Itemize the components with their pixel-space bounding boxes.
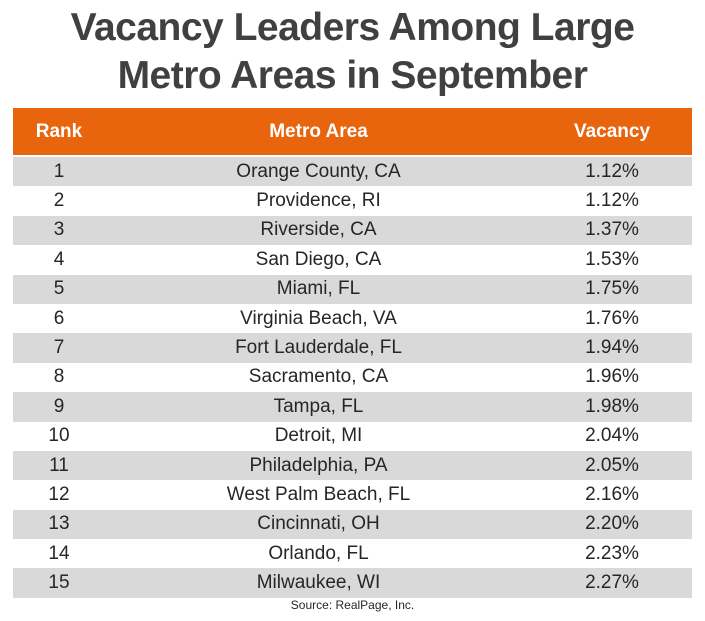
table-cell: 2	[53, 190, 65, 212]
table-cell: 2.23%	[585, 542, 639, 564]
table-cell: Fort Lauderdale, FL	[235, 337, 402, 359]
table-cell: Philadelphia, PA	[249, 454, 388, 476]
table-cell: 2.05%	[585, 454, 639, 476]
table-cell: 6	[53, 307, 65, 329]
table-row: 1 Orange County, CA 1.12%	[13, 157, 692, 187]
table-row: 9 Tampa, FL 1.98%	[13, 392, 692, 422]
table-cell: Riverside, CA	[260, 219, 377, 241]
table-cell: 1.94%	[585, 337, 639, 359]
table-cell: 1.76%	[585, 307, 639, 329]
table-row: 12 West Palm Beach, FL 2.16%	[13, 480, 692, 509]
table-cell: 15	[48, 572, 70, 594]
table-cell: Orlando, FL	[268, 542, 369, 564]
table-cell: 1.12%	[585, 160, 639, 182]
table-cell: 2.20%	[585, 513, 639, 535]
table-row: 8 Sacramento, CA 1.96%	[13, 363, 692, 392]
table-cell: 10	[48, 425, 70, 447]
source: Source: RealPage, Inc.	[290, 598, 415, 612]
table-row: 5 Miami, FL 1.75%	[13, 274, 692, 304]
table-cell: Sacramento, CA	[248, 366, 389, 388]
table-row: 11 Philadelphia, PA 2.05%	[13, 450, 692, 481]
table-cell: Cincinnati, OH	[257, 513, 380, 535]
table-cell: 2.27%	[585, 572, 639, 594]
table-cell: 2.04%	[585, 425, 639, 447]
table-cell: San Diego, CA	[255, 248, 382, 270]
header-row: Rank Metro Area Vacancy	[13, 108, 692, 155]
table-row: 14 Orlando, FL 2.23%	[13, 539, 692, 568]
title: Vacancy Leaders Among Large Metro Areas …	[70, 6, 635, 97]
table-cell: 13	[48, 513, 70, 535]
table-cell: 9	[53, 395, 65, 417]
table-cell: Providence, RI	[256, 190, 381, 212]
table-cell: Virginia Beach, VA	[240, 307, 397, 329]
table-cell: 8	[53, 366, 65, 388]
table-cell: 3	[53, 219, 65, 241]
header-cell: Rank	[35, 120, 83, 142]
table-cell: West Palm Beach, FL	[226, 483, 411, 505]
table-cell: 2.16%	[585, 483, 639, 505]
table-row: 15 Milwaukee, WI 2.27%	[13, 568, 692, 598]
table-row: 4 San Diego, CA 1.53%	[13, 245, 692, 274]
table-row: 6 Virginia Beach, VA 1.76%	[13, 304, 692, 333]
table-cell: 7	[53, 337, 65, 359]
table-cell: 1.12%	[585, 190, 639, 212]
table-cell: Tampa, FL	[273, 395, 364, 417]
table-cell: 14	[48, 542, 70, 564]
table-cell: 11	[49, 454, 69, 476]
table-row: 13 Cincinnati, OH 2.20%	[13, 509, 692, 540]
table-cell: 1.37%	[585, 219, 639, 241]
table-cell: 5	[53, 278, 65, 300]
table-row: 3 Riverside, CA 1.37%	[13, 215, 692, 246]
table-cell: 1.53%	[585, 248, 639, 270]
header-cell: Vacancy	[573, 120, 651, 142]
table-cell: Detroit, MI	[274, 425, 363, 447]
table-cell: Milwaukee, WI	[256, 572, 381, 594]
table-row: 2 Providence, RI 1.12%	[13, 186, 692, 215]
table-cell: 1.96%	[585, 366, 639, 388]
table-cell: 4	[53, 248, 65, 270]
table-cell: 12	[48, 483, 70, 505]
table-row: 7 Fort Lauderdale, FL 1.94%	[13, 333, 692, 363]
table-cell: 1.98%	[585, 395, 639, 417]
table-cell: 1	[53, 160, 65, 182]
table-cell: 1.75%	[585, 278, 639, 300]
header-cell: Metro Area	[269, 120, 368, 142]
table-cell: Miami, FL	[276, 278, 361, 300]
table-row: 10 Detroit, MI 2.04%	[13, 422, 692, 451]
table: Rank Metro Area Vacancy 1 Orange County, CA 1…	[13, 108, 692, 598]
table-cell: Orange County, CA	[236, 160, 401, 182]
